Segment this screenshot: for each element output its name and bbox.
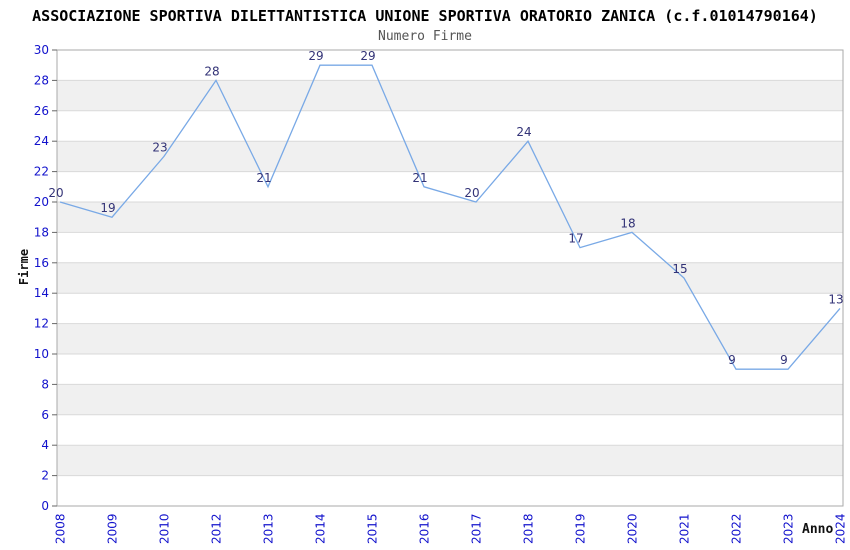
plot-band (57, 80, 843, 111)
x-tick-label: 2009 (106, 513, 120, 544)
y-tick-label: 22 (34, 165, 49, 179)
point-label: 20 (48, 186, 63, 200)
x-tick-label: 2024 (834, 513, 848, 544)
plot-band (57, 141, 843, 172)
point-label: 23 (152, 140, 167, 154)
x-tick-label: 2022 (730, 513, 744, 544)
point-label: 18 (620, 216, 635, 230)
plot-band (57, 293, 843, 324)
point-label: 19 (100, 201, 115, 215)
x-tick-label: 2017 (470, 513, 484, 544)
y-tick-label: 14 (34, 286, 49, 300)
plot-band (57, 445, 843, 476)
chart-subtitle: Numero Firme (378, 29, 472, 44)
point-label: 13 (828, 292, 843, 306)
x-tick-label: 2021 (678, 513, 692, 544)
point-label: 29 (360, 49, 375, 63)
y-tick-label: 2 (41, 469, 49, 483)
point-label: 28 (204, 64, 219, 78)
y-tick-label: 12 (34, 317, 49, 331)
plot-band (57, 384, 843, 415)
data-line (59, 64, 841, 370)
plot-band (57, 232, 843, 263)
y-tick-label: 18 (34, 225, 49, 239)
plot-band (57, 202, 843, 233)
plot-band (57, 50, 843, 81)
point-label: 24 (516, 125, 531, 139)
x-tick-label: 2013 (262, 513, 276, 544)
y-tick-label: 24 (34, 134, 49, 148)
point-label: 17 (568, 232, 583, 246)
point-label: 21 (256, 171, 271, 185)
x-tick-label: 2012 (210, 513, 224, 544)
plot-band (57, 110, 843, 142)
point-label: 29 (308, 49, 323, 63)
x-tick-label: 2008 (54, 513, 68, 544)
plot-band (57, 475, 843, 506)
plot-border (56, 49, 844, 507)
point-label: 9 (780, 353, 788, 367)
chart-title: ASSOCIAZIONE SPORTIVA DILETTANTISTICA UN… (32, 7, 818, 25)
point-label: 21 (412, 171, 427, 185)
y-tick-label: 28 (34, 73, 49, 87)
x-tick-label: 2010 (158, 513, 172, 544)
x-tick-label: 2018 (522, 513, 536, 544)
x-tick-label: 2020 (626, 513, 640, 544)
point-label: 20 (464, 186, 479, 200)
point-label: 9 (728, 353, 736, 367)
y-tick-label: 8 (41, 377, 49, 391)
plot-band (57, 262, 843, 294)
plot-band (57, 354, 843, 385)
y-tick-label: 26 (34, 104, 49, 118)
y-tick-label: 16 (34, 256, 49, 270)
y-tick-label: 0 (41, 499, 49, 513)
y-tick-label: 6 (41, 408, 49, 422)
plot-band (57, 323, 843, 354)
x-tick-label: 2014 (314, 513, 328, 544)
y-tick-label: 20 (34, 195, 49, 209)
x-tick-label: 2019 (574, 513, 588, 544)
y-tick-label: 4 (41, 438, 49, 452)
x-tick-label: 2023 (782, 513, 796, 544)
y-tick-label: 30 (34, 43, 49, 57)
x-tick-label: 2016 (418, 513, 432, 544)
point-label: 15 (672, 262, 687, 276)
x-axis-title: Anno (802, 522, 834, 537)
x-tick-label: 2015 (366, 513, 380, 544)
plot-band (57, 414, 843, 446)
plot-band (57, 171, 843, 202)
y-tick-label: 10 (34, 347, 49, 361)
